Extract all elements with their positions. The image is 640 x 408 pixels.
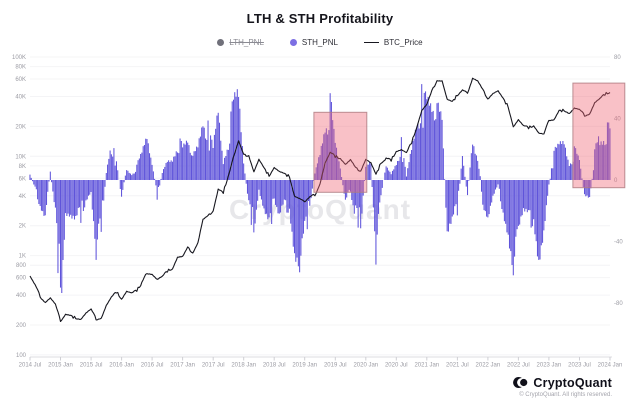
svg-text:2022 Jul: 2022 Jul: [507, 363, 530, 369]
legend-label-lth-pnl: LTH_PNL: [229, 38, 264, 47]
svg-text:2014 Jul: 2014 Jul: [19, 363, 42, 369]
svg-text:2019 Jan: 2019 Jan: [292, 363, 317, 369]
svg-text:200: 200: [16, 323, 27, 329]
svg-text:2019 Jul: 2019 Jul: [324, 363, 347, 369]
svg-text:400: 400: [16, 293, 27, 299]
chart-title: LTH & STH Profitability: [246, 11, 394, 26]
svg-text:40K: 40K: [15, 95, 26, 101]
legend-item-sth-pnl[interactable]: STH_PNL: [289, 38, 338, 47]
svg-text:100: 100: [16, 353, 27, 359]
svg-text:2017 Jul: 2017 Jul: [202, 363, 225, 369]
right-axis-ticks: 80 40 0 -40 -80: [614, 55, 623, 307]
svg-text:100K: 100K: [12, 55, 26, 61]
highlight-region-2023: [572, 82, 626, 189]
svg-text:2020 Jul: 2020 Jul: [385, 363, 408, 369]
cryptoquant-logo-icon: [513, 377, 528, 388]
svg-text:1K: 1K: [19, 254, 26, 260]
left-axis-ticks: 100K 80K 60K 40K 20K 10K 8K 6K 4K 2K 1K 800 600 400 20…: [12, 55, 27, 359]
svg-text:2018 Jul: 2018 Jul: [263, 363, 286, 369]
highlight-region-2019: [313, 111, 368, 193]
svg-text:2020 Jan: 2020 Jan: [353, 363, 378, 369]
svg-text:8K: 8K: [19, 164, 26, 170]
legend-label-sth-pnl: STH_PNL: [301, 38, 338, 47]
legend: LTH_PNL STH_PNL BTC_Price: [0, 38, 640, 47]
svg-text:80: 80: [614, 55, 621, 61]
svg-text:2023 Jul: 2023 Jul: [568, 363, 591, 369]
svg-text:2018 Jan: 2018 Jan: [231, 363, 256, 369]
svg-text:800: 800: [16, 263, 27, 269]
svg-text:2017 Jan: 2017 Jan: [170, 363, 195, 369]
btc-price-line: [29, 77, 611, 323]
lth-pnl-dot-icon: [217, 39, 225, 46]
svg-text:40: 40: [614, 117, 621, 123]
svg-text:2016 Jan: 2016 Jan: [109, 363, 134, 369]
svg-text:4K: 4K: [19, 194, 26, 200]
legend-item-btc-price[interactable]: BTC_Price: [363, 38, 423, 47]
svg-text:2022 Jan: 2022 Jan: [476, 363, 501, 369]
footer-brand-name: CryptoQuant: [533, 375, 612, 390]
svg-text:60K: 60K: [15, 77, 26, 83]
svg-text:2021 Jan: 2021 Jan: [414, 363, 439, 369]
legend-item-lth-pnl[interactable]: LTH_PNL: [217, 38, 264, 47]
svg-text:2023 Jan: 2023 Jan: [537, 363, 562, 369]
sth-pnl-dot-icon: [289, 39, 297, 46]
svg-text:2015 Jul: 2015 Jul: [80, 363, 103, 369]
svg-text:2024 Jan: 2024 Jan: [598, 363, 623, 369]
footer-copyright: © CryptoQuant. All rights reserved.: [519, 392, 612, 398]
svg-text:0: 0: [614, 178, 618, 184]
x-axis-ticks: 2014 Jul 2015 Jan 2015 Jul 2016 Jan 2016 Jul…: [19, 357, 623, 369]
svg-text:10K: 10K: [15, 154, 26, 160]
svg-text:600: 600: [16, 276, 27, 282]
sth-pnl-bars: [29, 84, 611, 293]
svg-text:-80: -80: [614, 301, 623, 307]
svg-text:2K: 2K: [19, 224, 26, 230]
svg-text:6K: 6K: [19, 176, 26, 182]
btc-price-line-icon: [363, 42, 379, 43]
svg-text:2016 Jul: 2016 Jul: [141, 363, 164, 369]
svg-text:2021 Jul: 2021 Jul: [446, 363, 469, 369]
svg-text:80K: 80K: [15, 65, 26, 71]
svg-text:20K: 20K: [15, 124, 26, 130]
svg-text:-40: -40: [614, 240, 623, 246]
svg-text:2015 Jan: 2015 Jan: [48, 363, 73, 369]
footer-brand: CryptoQuant: [513, 375, 612, 390]
legend-label-btc-price: BTC_Price: [383, 38, 423, 47]
